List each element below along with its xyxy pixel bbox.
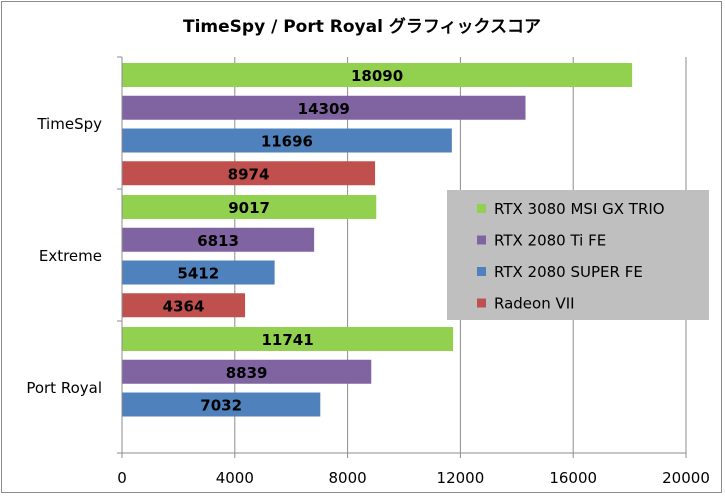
bar — [122, 161, 376, 186]
bar — [122, 95, 526, 120]
bar — [122, 293, 246, 318]
chart-title: TimeSpy / Port Royal グラフィックスコア — [183, 16, 541, 37]
bar — [122, 63, 633, 87]
x-tick-label: 0 — [117, 469, 127, 487]
legend: RTX 3080 MSI GX TRIO RTX 2080 Ti FE RTX 20… — [447, 190, 709, 320]
bar — [122, 260, 275, 285]
category-label: TimeSpy — [36, 115, 102, 133]
data-label: 4364 — [163, 297, 205, 315]
data-label: 9017 — [228, 199, 270, 217]
legend-label: RTX 3080 MSI GX TRIO — [494, 200, 665, 218]
x-tick-label: 4000 — [216, 469, 254, 487]
data-label: 8974 — [228, 165, 270, 183]
data-label: 7032 — [200, 397, 242, 415]
legend-label: Radeon VII — [494, 295, 575, 313]
data-label: 5412 — [177, 265, 219, 283]
data-label: 11696 — [261, 133, 313, 151]
legend-label: RTX 2080 SUPER FE — [494, 263, 643, 281]
bar — [122, 195, 377, 219]
bar — [122, 392, 321, 417]
bar — [122, 128, 452, 153]
x-tick-label: 12000 — [437, 469, 485, 487]
bar — [122, 327, 454, 351]
x-tick-label: 8000 — [329, 469, 367, 487]
legend-swatch — [477, 204, 486, 213]
axes: 0 4000 8000 12000 16000 20000 TimeSpy Extreme Po… — [26, 56, 710, 487]
data-label: 11741 — [261, 331, 313, 349]
x-tick-label: 20000 — [662, 469, 710, 487]
data-label: 18090 — [351, 67, 403, 85]
legend-label: RTX 2080 Ti FE — [494, 232, 606, 250]
data-label: 14309 — [298, 100, 350, 118]
bar — [122, 359, 372, 384]
legend-swatch — [477, 298, 486, 308]
category-label: Port Royal — [26, 379, 102, 397]
x-tick-label: 16000 — [549, 469, 597, 487]
category-label: Extreme — [39, 247, 102, 265]
data-label: 8839 — [226, 364, 268, 382]
bar — [122, 227, 315, 252]
legend-swatch — [477, 235, 486, 245]
legend-swatch — [477, 267, 486, 276]
data-label: 6813 — [197, 232, 239, 250]
legend-box — [447, 190, 709, 320]
